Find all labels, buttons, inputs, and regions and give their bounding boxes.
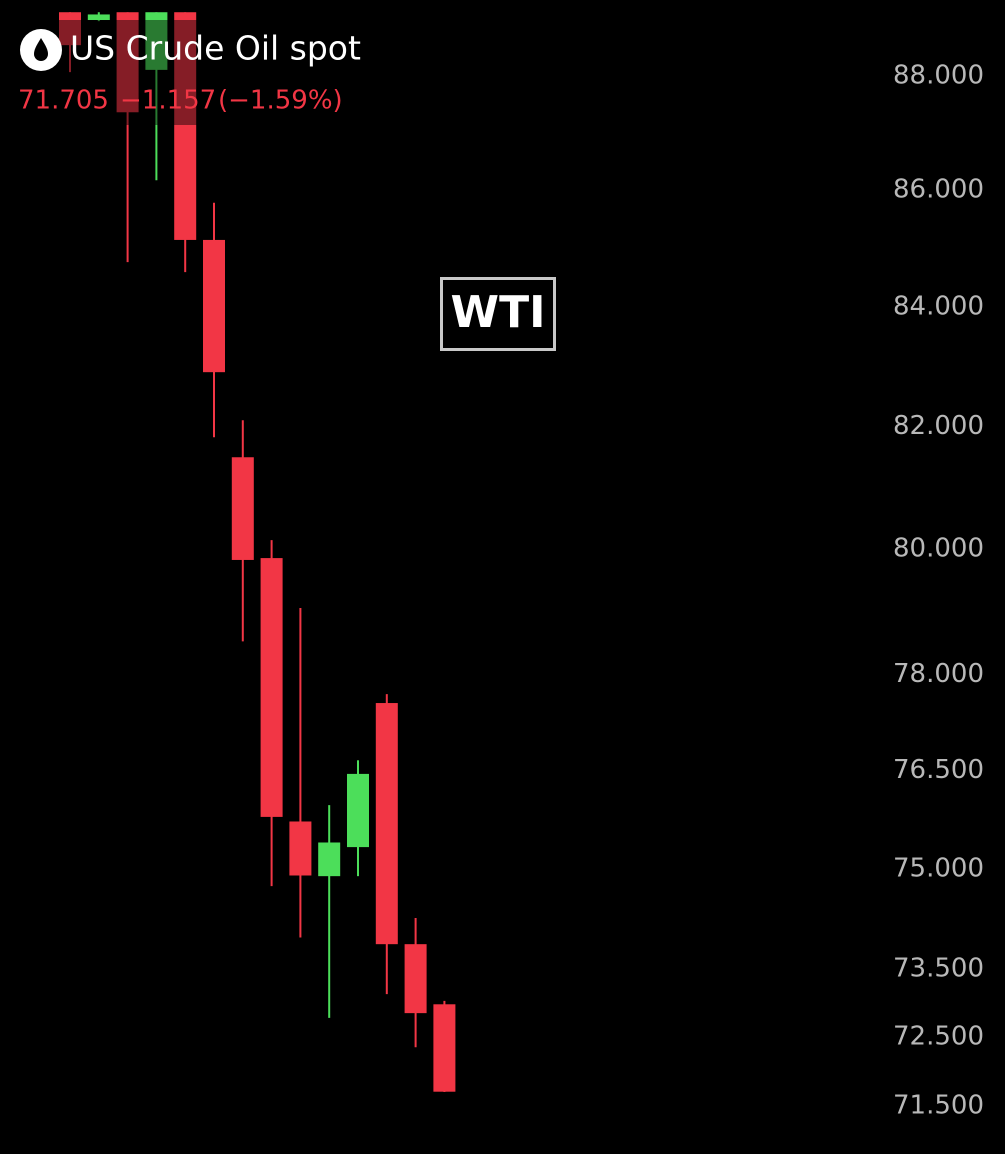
y-tick-label: 71.500 xyxy=(893,1090,984,1120)
candle-body xyxy=(404,944,427,1014)
last-price: 71.705 xyxy=(18,86,109,116)
y-tick-label: 72.500 xyxy=(893,1022,984,1052)
candle-body xyxy=(289,821,312,876)
y-tick-label: 73.500 xyxy=(893,954,984,984)
y-tick-label: 82.000 xyxy=(893,411,984,441)
symbol-title[interactable]: US Crude Oil spot xyxy=(70,29,361,68)
candle-body xyxy=(174,12,197,240)
candle-body xyxy=(375,703,398,945)
y-tick-label: 84.000 xyxy=(893,291,984,321)
candle-body xyxy=(260,558,283,817)
y-tick-label: 76.500 xyxy=(893,755,984,785)
header-backdrop xyxy=(10,20,355,125)
candle-body xyxy=(318,842,341,877)
candle-body xyxy=(59,12,81,46)
annotation-box xyxy=(440,277,556,351)
y-tick-label: 80.000 xyxy=(893,533,984,563)
plot: 88.000 86.000 84.000 82.000 80.000 78.000 76.5… xyxy=(59,12,984,1120)
annotation: WTI xyxy=(451,287,546,338)
candle-body xyxy=(347,773,369,848)
drop-icon xyxy=(34,38,48,61)
y-tick-label: 88.000 xyxy=(893,61,984,91)
candle-body xyxy=(433,1004,456,1092)
candle-body xyxy=(203,239,225,373)
y-tick-label: 78.000 xyxy=(893,659,984,689)
price-change: −1.157 xyxy=(120,86,216,116)
candle-body xyxy=(145,12,168,70)
y-tick-label: 86.000 xyxy=(893,175,984,205)
y-tick-label: 75.000 xyxy=(893,853,984,883)
candle-body xyxy=(116,12,139,113)
candle-body xyxy=(231,457,254,560)
price-change-pct: (−1.59%) xyxy=(218,86,343,116)
candle-body xyxy=(87,14,110,21)
